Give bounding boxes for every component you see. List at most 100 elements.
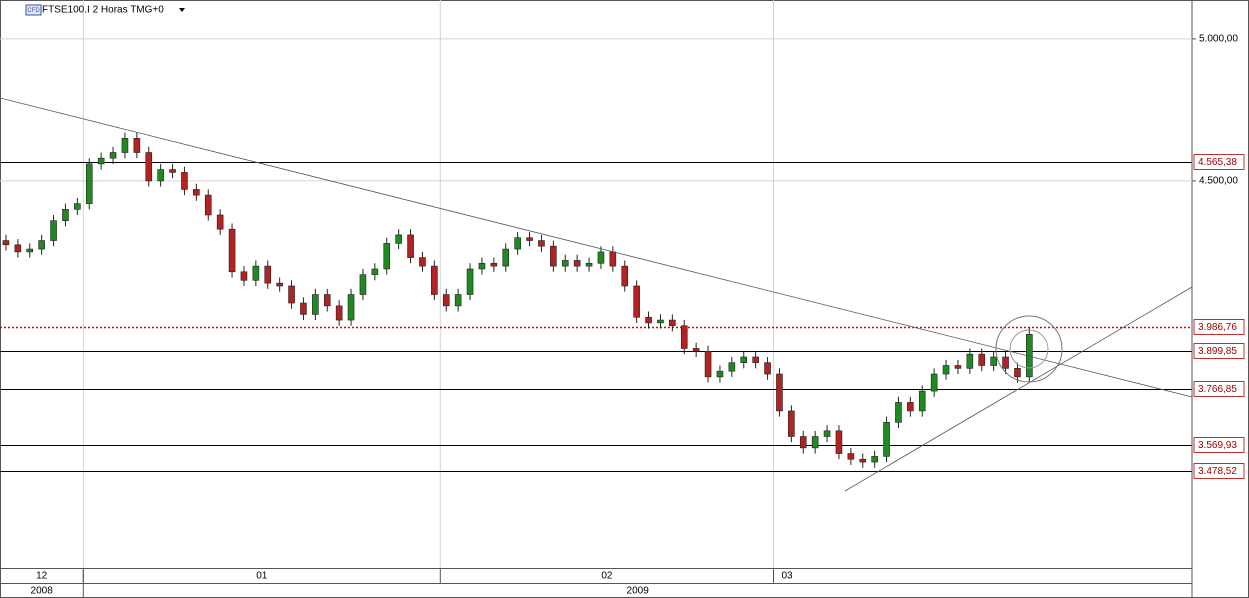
candle-body	[466, 268, 474, 295]
highlight-circle	[995, 315, 1063, 383]
candle-body	[228, 228, 236, 273]
candle-body	[835, 430, 843, 454]
candle-body	[14, 244, 22, 253]
candle-body	[1002, 356, 1009, 369]
candle-body	[383, 243, 391, 270]
level-label-box	[1193, 154, 1245, 170]
x-tick-label: 02	[601, 571, 613, 582]
candle-body	[645, 316, 652, 324]
candle-body	[85, 163, 93, 204]
candle-body	[264, 265, 272, 284]
plot-area	[0, 0, 1192, 568]
candle-body	[573, 260, 581, 267]
level-label: 3.478,52	[1198, 466, 1237, 477]
level-label: 4.565,38	[1198, 157, 1237, 168]
candle-body	[335, 305, 343, 321]
candle-body	[538, 240, 545, 247]
level-label: 3.899,85	[1198, 346, 1237, 357]
candle-body	[633, 285, 640, 318]
candle-body	[312, 294, 319, 315]
highlight-circle-inner	[1009, 329, 1049, 369]
candle-body	[550, 245, 557, 267]
candle-body	[169, 169, 176, 173]
candle-body	[788, 410, 795, 437]
candle-body	[621, 265, 629, 287]
level-label: 3.766,85	[1198, 384, 1237, 395]
candle-body	[859, 458, 867, 463]
level-label-box	[1193, 437, 1245, 453]
candle-body	[157, 169, 164, 182]
candle-body	[930, 373, 938, 392]
candle-body	[240, 271, 248, 281]
candle-body	[121, 138, 129, 153]
trendline-up	[844, 286, 1193, 492]
candle-body	[597, 251, 605, 264]
level-label-box	[1193, 381, 1245, 397]
candle-body	[526, 237, 533, 241]
candle-body	[442, 294, 450, 307]
x-tick-label: 01	[256, 571, 268, 582]
candle-body	[669, 319, 676, 327]
candle-body	[216, 214, 224, 230]
candle-body	[395, 234, 402, 244]
candle-body	[109, 152, 117, 159]
candle-body	[323, 294, 331, 307]
candle-body	[276, 282, 283, 287]
level-label-box	[1193, 463, 1245, 479]
candle-body	[752, 356, 759, 363]
candle-body	[978, 353, 986, 366]
candle-body	[454, 294, 462, 307]
candle-body	[704, 351, 712, 378]
year-label: 2009	[627, 586, 650, 597]
candle-body	[728, 362, 736, 372]
candle-body	[799, 436, 807, 449]
candle-body	[716, 370, 724, 378]
y-tick-label: 5.000,00	[1199, 34, 1238, 45]
candle-body	[62, 209, 69, 221]
candle-body	[347, 294, 355, 321]
level-label-box	[1193, 319, 1245, 335]
candle-body	[883, 422, 890, 457]
candle-body	[871, 456, 878, 463]
chart-title: FTSE100.I 2 Horas TMG+0	[42, 5, 164, 16]
candle-body	[50, 220, 57, 241]
candle-body	[954, 365, 962, 369]
symbol-badge[interactable]	[25, 4, 42, 16]
candle-body	[1014, 368, 1021, 378]
candle-body	[74, 203, 81, 210]
candle-body	[907, 402, 914, 412]
candle-body	[561, 260, 569, 267]
candle-body	[145, 152, 153, 182]
candle-body	[692, 348, 700, 352]
candle-body	[502, 248, 510, 267]
candle-body	[966, 353, 974, 369]
candle-body	[680, 325, 688, 349]
dropdown-arrow[interactable]	[179, 8, 185, 12]
candle-body	[514, 237, 521, 250]
candle-body	[26, 248, 34, 253]
level-label: 3.569,93	[1198, 440, 1237, 451]
candle-body	[776, 373, 783, 412]
candle-body	[252, 265, 260, 281]
level-label-box	[1193, 343, 1245, 359]
candle-body	[359, 274, 367, 295]
candle-body	[431, 265, 438, 295]
candle-body	[288, 285, 295, 304]
candle-body	[419, 257, 426, 267]
candle-body	[371, 268, 379, 275]
candle-body	[193, 189, 200, 196]
candle-body	[823, 430, 831, 437]
candle-body	[204, 194, 212, 216]
candle-body	[942, 365, 950, 375]
candle-body	[133, 138, 141, 153]
candle-body	[609, 251, 617, 267]
candle-body	[918, 390, 926, 412]
year-label: 2008	[31, 586, 54, 597]
candle-body	[38, 240, 45, 250]
level-label: 3.986,76	[1198, 322, 1237, 333]
symbol-badge-text: CFD	[27, 8, 40, 14]
candle-body	[990, 356, 997, 366]
